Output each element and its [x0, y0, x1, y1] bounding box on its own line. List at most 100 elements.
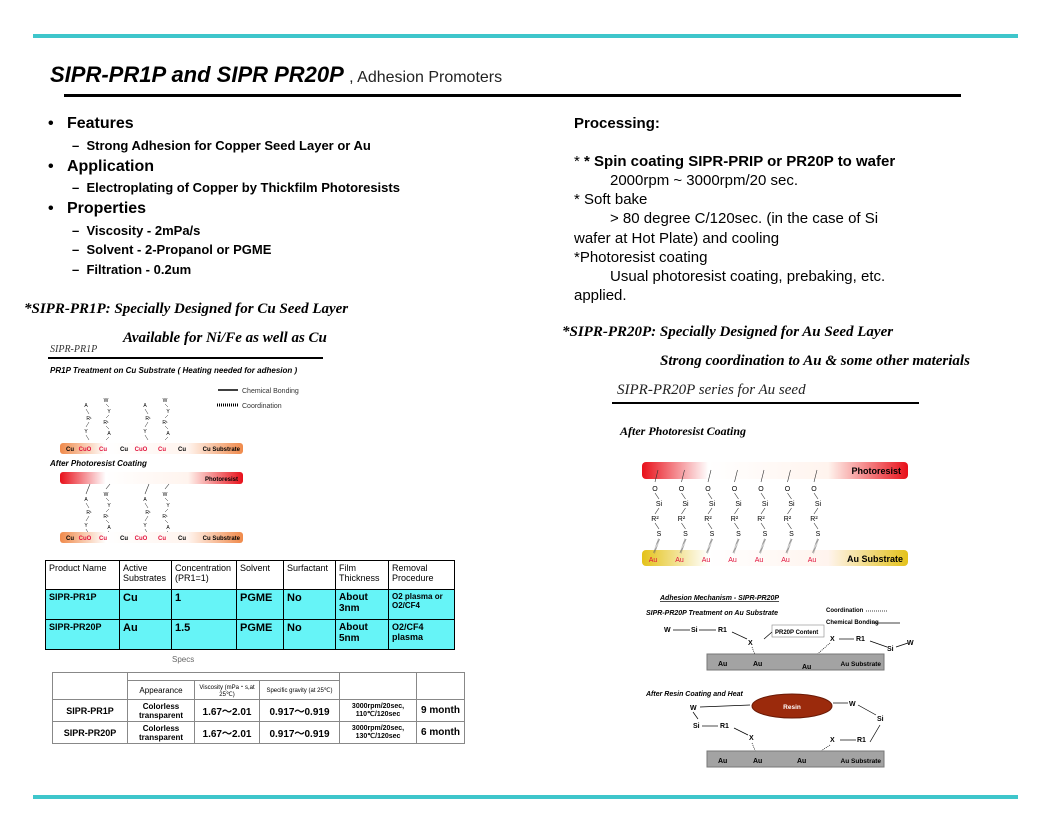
au-atom: Au — [755, 557, 764, 564]
photoresist-bar — [60, 472, 243, 484]
mechanism-label: Au — [753, 758, 762, 765]
au-substrate-bar — [706, 750, 885, 768]
pr20p-underline — [612, 402, 919, 404]
bottom-accent-rule — [33, 795, 1018, 799]
chain-atom: R² — [784, 516, 792, 523]
mechanism-label: Au — [797, 758, 806, 765]
header-cell: Concentration (PR1=1) — [171, 560, 237, 590]
chain-atom: O — [811, 486, 817, 493]
header-cell: Specific gravity (at 25℃) — [259, 680, 340, 700]
mechanism-label: Au — [718, 758, 727, 765]
chain-atom: Si — [709, 501, 716, 508]
mechanism-label: W — [664, 627, 671, 634]
au-atom: Au — [781, 557, 790, 564]
mechanism-label: Si — [691, 627, 698, 634]
table-row: SIPR-PR20P Colorless transparent 1.67～2.… — [52, 721, 465, 744]
mechanism-label: Chemical Bonding — [826, 620, 879, 626]
cu-substrate-bar — [60, 532, 243, 543]
chain-atom: O — [652, 486, 658, 493]
cu-substrate-label: Cu Substrate — [203, 536, 241, 542]
table-row: SIPR-PR1P Cu 1 PGME No About 3nm O2 plas… — [45, 589, 455, 620]
title-main: SIPR-PR1P and SIPR PR20P — [50, 62, 344, 87]
processing-line: Usual photoresist coating, prebaking, et… — [610, 268, 886, 285]
processing-line: applied. — [574, 287, 627, 304]
chain-atom: S — [789, 531, 794, 538]
substrate-atom: Cu — [120, 536, 128, 542]
au-atom: Au — [808, 557, 817, 564]
cell: 6 month — [416, 721, 465, 744]
chain-atom: S — [763, 531, 768, 538]
sub-bullet: – Strong Adhesion for Copper Seed Layer … — [72, 138, 371, 153]
pr20p-after-label: After Photoresist Coating — [620, 424, 747, 438]
cell: No — [283, 619, 336, 650]
specs-table: Appearance Viscosity (mPa・s,at 25℃) Spec… — [52, 672, 465, 744]
cell: SIPR-PR1P — [52, 699, 128, 722]
header-cell: Film Thickness — [335, 560, 389, 590]
cell: 9 month — [416, 699, 465, 722]
au-substrate-label: Au Substrate — [847, 554, 903, 564]
table-header-row: Product Name Active Substrates Concentra… — [45, 560, 455, 590]
chain-atom: O — [732, 486, 738, 493]
chain-atom: A — [166, 431, 170, 437]
chain-atom: Y — [143, 429, 147, 435]
chain-atom: A — [84, 497, 88, 503]
chain-atom: Si — [682, 501, 689, 508]
header-cell: Appearance — [127, 680, 195, 700]
table-row: SIPR-PR20P Au 1.5 PGME No About 5nm O2/C… — [45, 619, 455, 650]
chain-atom: S — [657, 531, 662, 538]
cell: About 3nm — [335, 589, 389, 620]
chain-atom: Y — [166, 409, 170, 415]
processing-line: * * Spin coating SIPR-PRIP or PR20P to w… — [574, 153, 896, 170]
chain-atom: Y — [166, 503, 170, 509]
chain-atom: Si — [815, 501, 822, 508]
pr1p-treatment-label: PR1P Treatment on Cu Substrate ( Heating… — [50, 366, 297, 375]
chain-atom: A — [107, 431, 111, 437]
chain-atom: Y — [84, 523, 88, 529]
pr20p-diagram: Photoresist Au Substrate O Si R² S Au O Si R² S Au O… — [642, 462, 908, 566]
substrate-atom: Cu — [66, 447, 74, 453]
chain-atom: R¹ — [162, 514, 168, 520]
chain-atom: Y — [107, 409, 111, 415]
chain-atom: S — [816, 531, 821, 538]
au-substrate-bar — [642, 550, 908, 566]
chain-atom: R¹ — [103, 420, 109, 426]
mechanism-label: W — [907, 640, 914, 647]
pr1p-heading: *SIPR-PR1P: Specially Designed for Cu Se… — [24, 301, 349, 317]
chain-atom: S — [683, 531, 688, 538]
chain-atom: R² — [731, 516, 739, 523]
au-atom: Au — [675, 557, 684, 564]
mechanism-label: R1 — [856, 636, 865, 643]
mechanism-label: R1 — [718, 627, 727, 634]
cell: 3000rpm/20sec, 110℃/120sec — [339, 699, 417, 722]
substrate-atom: Cu — [158, 447, 166, 453]
mechanism-label: R1 — [857, 737, 866, 744]
processing-line: 2000rpm ~ 3000rpm/20 sec. — [610, 172, 799, 189]
title-underline — [64, 94, 961, 97]
chain-atom: O — [758, 486, 764, 493]
chain-atom: A — [143, 497, 147, 503]
chain-atom: R² — [757, 516, 765, 523]
chain-atom: A — [143, 403, 147, 409]
processing-line: * Soft bake — [574, 191, 648, 208]
top-accent-rule — [33, 34, 1018, 38]
substrate-atom: Cu — [158, 536, 166, 542]
pr1p-underline — [48, 357, 323, 359]
chain-atom: R¹ — [103, 514, 109, 520]
chain-atom: A — [107, 525, 111, 531]
substrate-atom: Cu — [99, 447, 107, 453]
photoresist-label: Photoresist — [205, 477, 238, 483]
chain-atom: W — [163, 398, 168, 404]
photoresist-bar — [642, 462, 908, 479]
au-atom: Au — [728, 557, 737, 564]
chain-atom: R¹ — [162, 420, 168, 426]
mechanism-label: Resin — [783, 704, 801, 711]
mechanism-label: R1 — [720, 723, 729, 730]
cell: Colorless transparent — [127, 699, 195, 722]
processing-line: > 80 degree C/120sec. (in the case of Si — [610, 210, 879, 227]
pr20p-heading2: Strong coordination to Au & some other m… — [660, 353, 970, 369]
chain-atom: W — [163, 492, 168, 498]
photoresist-label: Photoresist — [851, 466, 901, 476]
cell: SIPR-PR20P — [52, 721, 128, 744]
chain-atom: O — [785, 486, 791, 493]
